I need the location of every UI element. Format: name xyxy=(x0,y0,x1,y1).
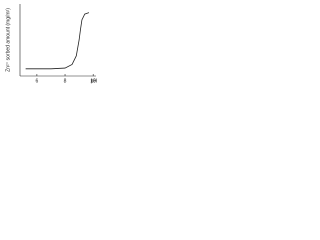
data-line xyxy=(25,12,90,70)
x-axis-label: pH xyxy=(91,78,98,84)
y-axis-label: Zn²⁺ sorbed amount (mg/m²) xyxy=(5,8,11,72)
x-tick-label: 10 xyxy=(90,78,96,84)
x-tick-label: 8 xyxy=(64,78,67,84)
chart: Zn²⁺ sorbed amount (mg/m²) pH 6 8 10 xyxy=(5,4,98,84)
x-tick-label: 6 xyxy=(35,78,38,84)
